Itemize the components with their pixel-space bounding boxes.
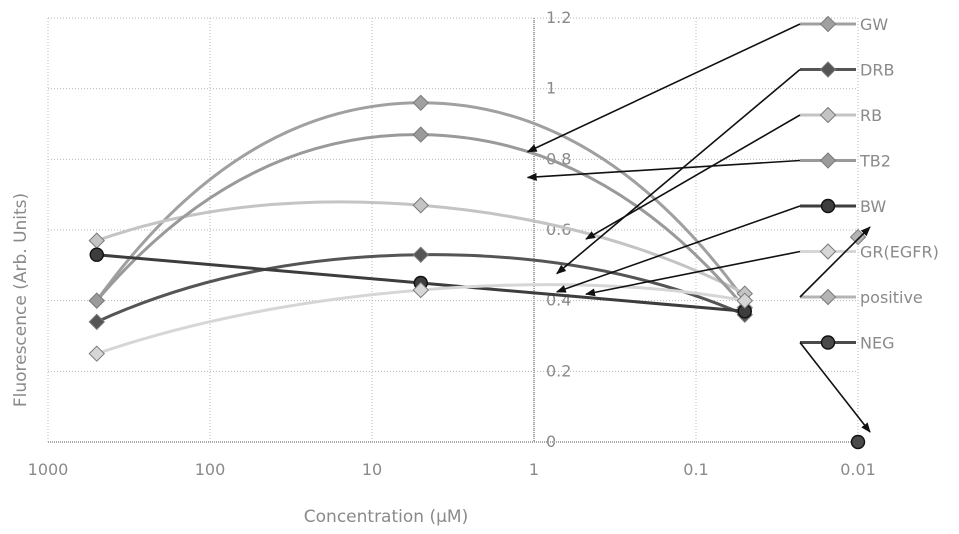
data-point <box>90 248 103 261</box>
legend-label: GW <box>860 15 888 34</box>
legend-marker <box>821 62 836 77</box>
legend-leader-arrow <box>557 206 800 292</box>
legend-leader-arrow <box>586 115 800 239</box>
data-point <box>413 127 428 142</box>
legend-leader-arrow <box>557 70 800 274</box>
legend-marker <box>821 153 836 168</box>
y-tick-label: 1 <box>546 79 556 98</box>
legend-leader-arrow <box>800 227 870 297</box>
data-point <box>89 233 104 248</box>
data-point <box>413 247 428 262</box>
legend-marker <box>821 290 836 305</box>
data-point <box>89 314 104 329</box>
legend-marker <box>822 336 835 349</box>
y-tick-label: 0.2 <box>546 361 571 380</box>
legend-label: positive <box>860 288 923 307</box>
legend-label: NEG <box>860 334 894 353</box>
legend-leader-arrow <box>800 343 870 433</box>
x-tick-label: 0.1 <box>683 460 708 479</box>
legend-label: RB <box>860 106 882 125</box>
x-tick-label: 1 <box>529 460 539 479</box>
y-tick-label: 1.2 <box>546 8 571 27</box>
legend-leader-arrow <box>528 24 800 152</box>
legend-label: DRB <box>860 61 894 80</box>
legend-marker <box>821 17 836 32</box>
legend: GW DRB RB TB2 BW GR(EGFR) positive NEG <box>528 15 939 432</box>
axes: 00.20.40.60.811.210001001010.10.01 <box>28 8 876 479</box>
x-tick-label: 0.01 <box>840 460 876 479</box>
legend-label: GR(EGFR) <box>860 243 939 262</box>
x-axis-title: Concentration (µM) <box>304 507 468 527</box>
plot-area <box>89 95 865 448</box>
legend-marker <box>821 108 836 123</box>
data-point <box>852 436 865 449</box>
legend-label: TB2 <box>859 152 891 171</box>
x-tick-label: 10 <box>362 460 382 479</box>
x-tick-label: 1000 <box>28 460 69 479</box>
data-point <box>413 198 428 213</box>
data-point <box>89 346 104 361</box>
x-tick-label: 100 <box>195 460 226 479</box>
y-axis-title: Fluorescence (Arb. Units) <box>11 193 31 407</box>
legend-label: BW <box>860 197 886 216</box>
legend-marker <box>822 200 835 213</box>
legend-marker <box>821 244 836 259</box>
data-point <box>413 95 428 110</box>
